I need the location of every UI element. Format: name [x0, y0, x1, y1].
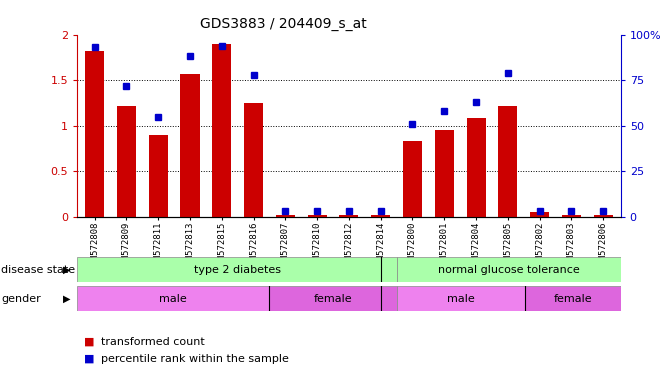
- Text: gender: gender: [1, 293, 41, 304]
- Text: ■: ■: [84, 337, 95, 347]
- Text: male: male: [159, 293, 187, 304]
- Text: male: male: [447, 293, 474, 304]
- Text: normal glucose tolerance: normal glucose tolerance: [438, 265, 580, 275]
- Bar: [307, 215, 327, 217]
- Text: GDS3883 / 204409_s_at: GDS3883 / 204409_s_at: [201, 17, 367, 31]
- Text: disease state: disease state: [1, 265, 75, 275]
- Bar: [340, 215, 358, 217]
- Text: female: female: [554, 293, 592, 304]
- Bar: [117, 106, 136, 217]
- Bar: [435, 130, 454, 217]
- Text: ▶: ▶: [63, 265, 70, 275]
- Text: ▶: ▶: [63, 293, 70, 304]
- Text: transformed count: transformed count: [101, 337, 205, 347]
- Bar: [212, 44, 231, 217]
- Bar: [562, 215, 581, 217]
- Bar: [77, 286, 269, 311]
- Bar: [244, 103, 263, 217]
- Bar: [403, 141, 422, 217]
- Bar: [499, 106, 517, 217]
- Bar: [525, 286, 621, 311]
- Bar: [397, 257, 621, 282]
- Bar: [594, 215, 613, 217]
- Bar: [77, 257, 397, 282]
- Bar: [397, 286, 525, 311]
- Bar: [149, 135, 168, 217]
- Text: ■: ■: [84, 354, 95, 364]
- Bar: [269, 286, 397, 311]
- Bar: [530, 212, 549, 217]
- Bar: [180, 74, 199, 217]
- Text: percentile rank within the sample: percentile rank within the sample: [101, 354, 289, 364]
- Text: female: female: [313, 293, 352, 304]
- Bar: [85, 51, 104, 217]
- Bar: [276, 215, 295, 217]
- Bar: [466, 119, 486, 217]
- Bar: [371, 215, 391, 217]
- Text: type 2 diabetes: type 2 diabetes: [193, 265, 280, 275]
